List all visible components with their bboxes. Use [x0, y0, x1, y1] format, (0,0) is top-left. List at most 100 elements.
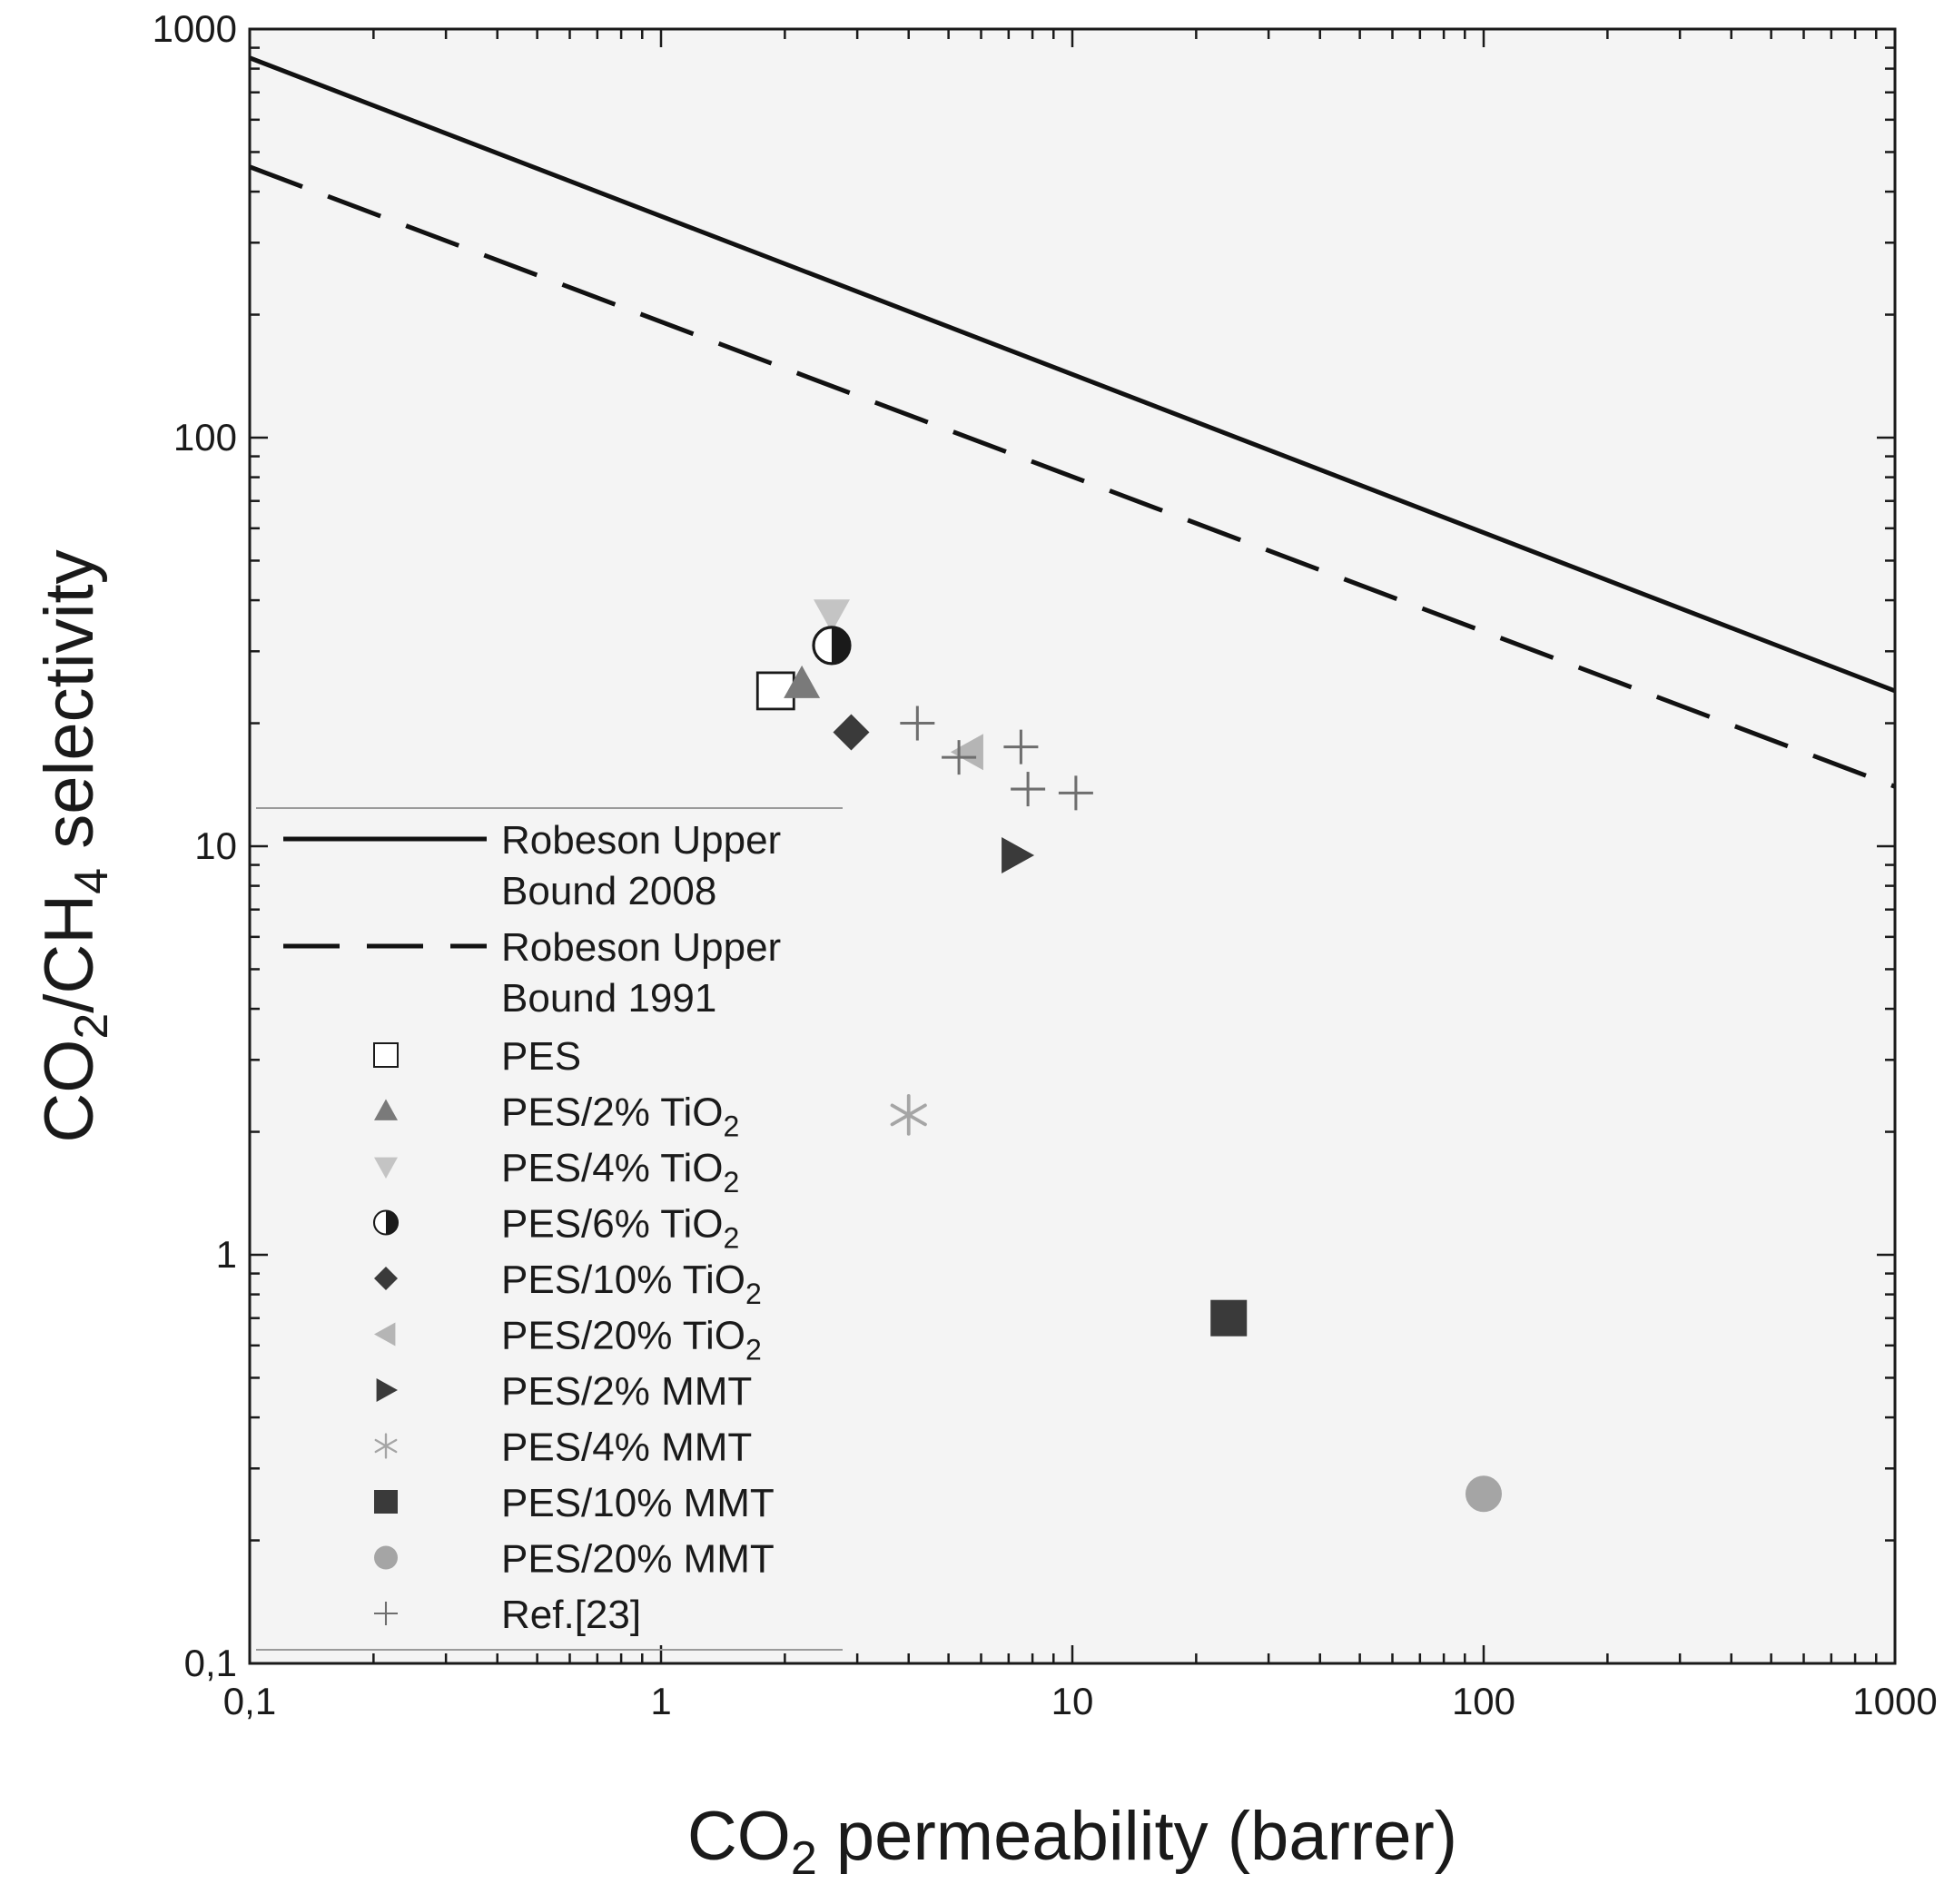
- data-point-pes-10-tio2: [833, 714, 870, 751]
- legend-marker-pes-20-tio2: [374, 1322, 396, 1347]
- legend-label: PES/20% TiO2: [501, 1314, 762, 1366]
- y-axis-title-part1: CO: [31, 1040, 108, 1143]
- legend-label: PES/4% MMT: [501, 1426, 752, 1470]
- marker-fill-half: [831, 626, 850, 664]
- marker-shape: [784, 665, 821, 698]
- legend-label: PES/2% TiO2: [501, 1090, 739, 1143]
- y-axis-title-sub1: 2: [65, 1013, 118, 1040]
- legend-label-main: Ref.[23]: [501, 1593, 641, 1637]
- legend-label-main: PES/4% MMT: [501, 1426, 752, 1470]
- data-markers: [755, 599, 1502, 1513]
- data-point-ref-23: [1003, 729, 1039, 765]
- marker-shape: [813, 599, 850, 633]
- legend-marker-pes-2-mmt: [376, 1378, 398, 1402]
- data-point-ref-23: [942, 740, 977, 775]
- legend-label: Bound 1991: [501, 976, 716, 1021]
- legend-label-subscript: 2: [724, 1110, 740, 1143]
- x-tick-label: 10: [1051, 1680, 1094, 1722]
- plot-frame: [248, 27, 1897, 1665]
- legend-label-main: PES/6% TiO: [501, 1202, 724, 1247]
- data-point-ref-23: [1058, 775, 1093, 811]
- line-robeson-upper-bound-2008: [249, 55, 1896, 694]
- data-point-pes-2-tio2: [784, 665, 821, 698]
- marker-shape: [373, 1042, 399, 1068]
- line-robeson-upper-bound-1991: [249, 164, 1896, 789]
- legend-label: PES: [501, 1034, 581, 1079]
- data-point-pes-2-mmt: [1002, 837, 1035, 874]
- x-axis-title: CO2 permeability (barrer): [687, 1798, 1457, 1885]
- marker-shape: [1210, 1299, 1248, 1337]
- y-axis-title-part2: /CH: [31, 894, 108, 1013]
- y-tick-label: 1: [216, 1233, 237, 1276]
- legend-label: PES/20% MMT: [501, 1537, 775, 1582]
- legend-marker-pes-2-tio2: [374, 1099, 398, 1120]
- marker-shape: [376, 1378, 398, 1402]
- y-tick-label: 100: [173, 416, 237, 459]
- legend-label: Robeson Upper: [501, 925, 781, 970]
- y-axis-title-part3: selectivity: [31, 549, 108, 868]
- legend-marker-pes-20-mmt: [374, 1545, 398, 1570]
- legend-label-main: PES/10% TiO: [501, 1258, 745, 1302]
- legend-marker-pes-4-tio2: [374, 1157, 398, 1179]
- legend-label: PES/6% TiO2: [501, 1202, 739, 1255]
- marker-shape: [374, 1267, 398, 1290]
- marker-shape: [374, 1545, 398, 1570]
- legend-label: PES/10% TiO2: [501, 1258, 762, 1310]
- y-axis-title: CO2/CH4 selectivity: [31, 549, 118, 1142]
- y-tick-label: 10: [194, 824, 237, 867]
- x-tick-label: 1000: [1852, 1680, 1937, 1722]
- legend-label: PES/4% TiO2: [501, 1146, 739, 1199]
- y-tick-label: 1000: [153, 7, 237, 50]
- data-point-pes-20-tio2: [950, 734, 983, 771]
- legend: Robeson Upper Bound 2008 Robeson Upper Boun…: [256, 807, 843, 1651]
- legend-label-main: PES/2% MMT: [501, 1369, 752, 1414]
- y-axis-title-sub2: 4: [65, 868, 118, 894]
- marker-shape: [374, 1490, 398, 1514]
- data-point-pes-4-mmt: [890, 1094, 927, 1136]
- upper-bound-lines: [249, 55, 1896, 789]
- marker-shape: [833, 714, 870, 751]
- x-axis-title-main: CO: [687, 1798, 791, 1875]
- legend-marker-pes-10-tio2: [374, 1267, 398, 1290]
- marker-shape: [1002, 837, 1035, 874]
- legend-label-main: PES/20% TiO: [501, 1314, 745, 1358]
- plot-area-background: [250, 29, 1895, 1663]
- marker-shape: [374, 1099, 398, 1120]
- legend-label-main: PES/2% TiO: [501, 1090, 724, 1135]
- x-tick-label: 100: [1452, 1680, 1515, 1722]
- legend-label: Robeson Upper: [501, 818, 781, 863]
- legend-label-main: PES/10% MMT: [501, 1481, 775, 1525]
- marker-shape: [950, 734, 983, 771]
- marker-stroke: [890, 1103, 927, 1127]
- legend-marker-ref-23: [374, 1602, 398, 1625]
- data-point-pes-6-tio2: [812, 626, 852, 666]
- data-point-pes-4-tio2: [813, 599, 850, 633]
- legend-label: Ref.[23]: [501, 1593, 641, 1637]
- x-axis-title-subscript: 2: [791, 1832, 817, 1885]
- marker-fill-half: [386, 1210, 399, 1235]
- data-point-ref-23: [1011, 772, 1046, 807]
- tick-labels: 0,1 1 10 100 1000 0,1 1 10 100 1000: [153, 7, 1938, 1722]
- legend-label-subscript: 2: [724, 1222, 740, 1255]
- legend-marker-pes: [373, 1042, 399, 1068]
- legend-marker-pes-4-mmt: [374, 1433, 398, 1459]
- legend-label-subscript: 2: [745, 1278, 762, 1310]
- y-tick-label: 0,1: [184, 1642, 237, 1684]
- x-tick-label: 1: [650, 1680, 671, 1722]
- x-tick-label: 0,1: [223, 1680, 276, 1722]
- legend-label: Bound 2008: [501, 869, 716, 913]
- legend-marker-pes-6-tio2: [372, 1209, 400, 1236]
- x-axis-title-rest: permeability (barrer): [817, 1798, 1457, 1875]
- marker-shape: [374, 1322, 396, 1347]
- data-point-ref-23: [900, 705, 935, 741]
- legend-label-main: PES/4% TiO: [501, 1146, 724, 1190]
- legend-marker-pes-10-mmt: [374, 1490, 398, 1514]
- legend-label-subscript: 2: [745, 1334, 762, 1366]
- legend-label: PES/2% MMT: [501, 1369, 752, 1414]
- legend-label-main: PES/20% MMT: [501, 1537, 775, 1582]
- legend-label-main: PES: [501, 1034, 581, 1079]
- data-point-pes-10-mmt: [1210, 1299, 1248, 1337]
- data-point-pes-20-mmt: [1466, 1475, 1502, 1513]
- legend-label-subscript: 2: [724, 1166, 740, 1199]
